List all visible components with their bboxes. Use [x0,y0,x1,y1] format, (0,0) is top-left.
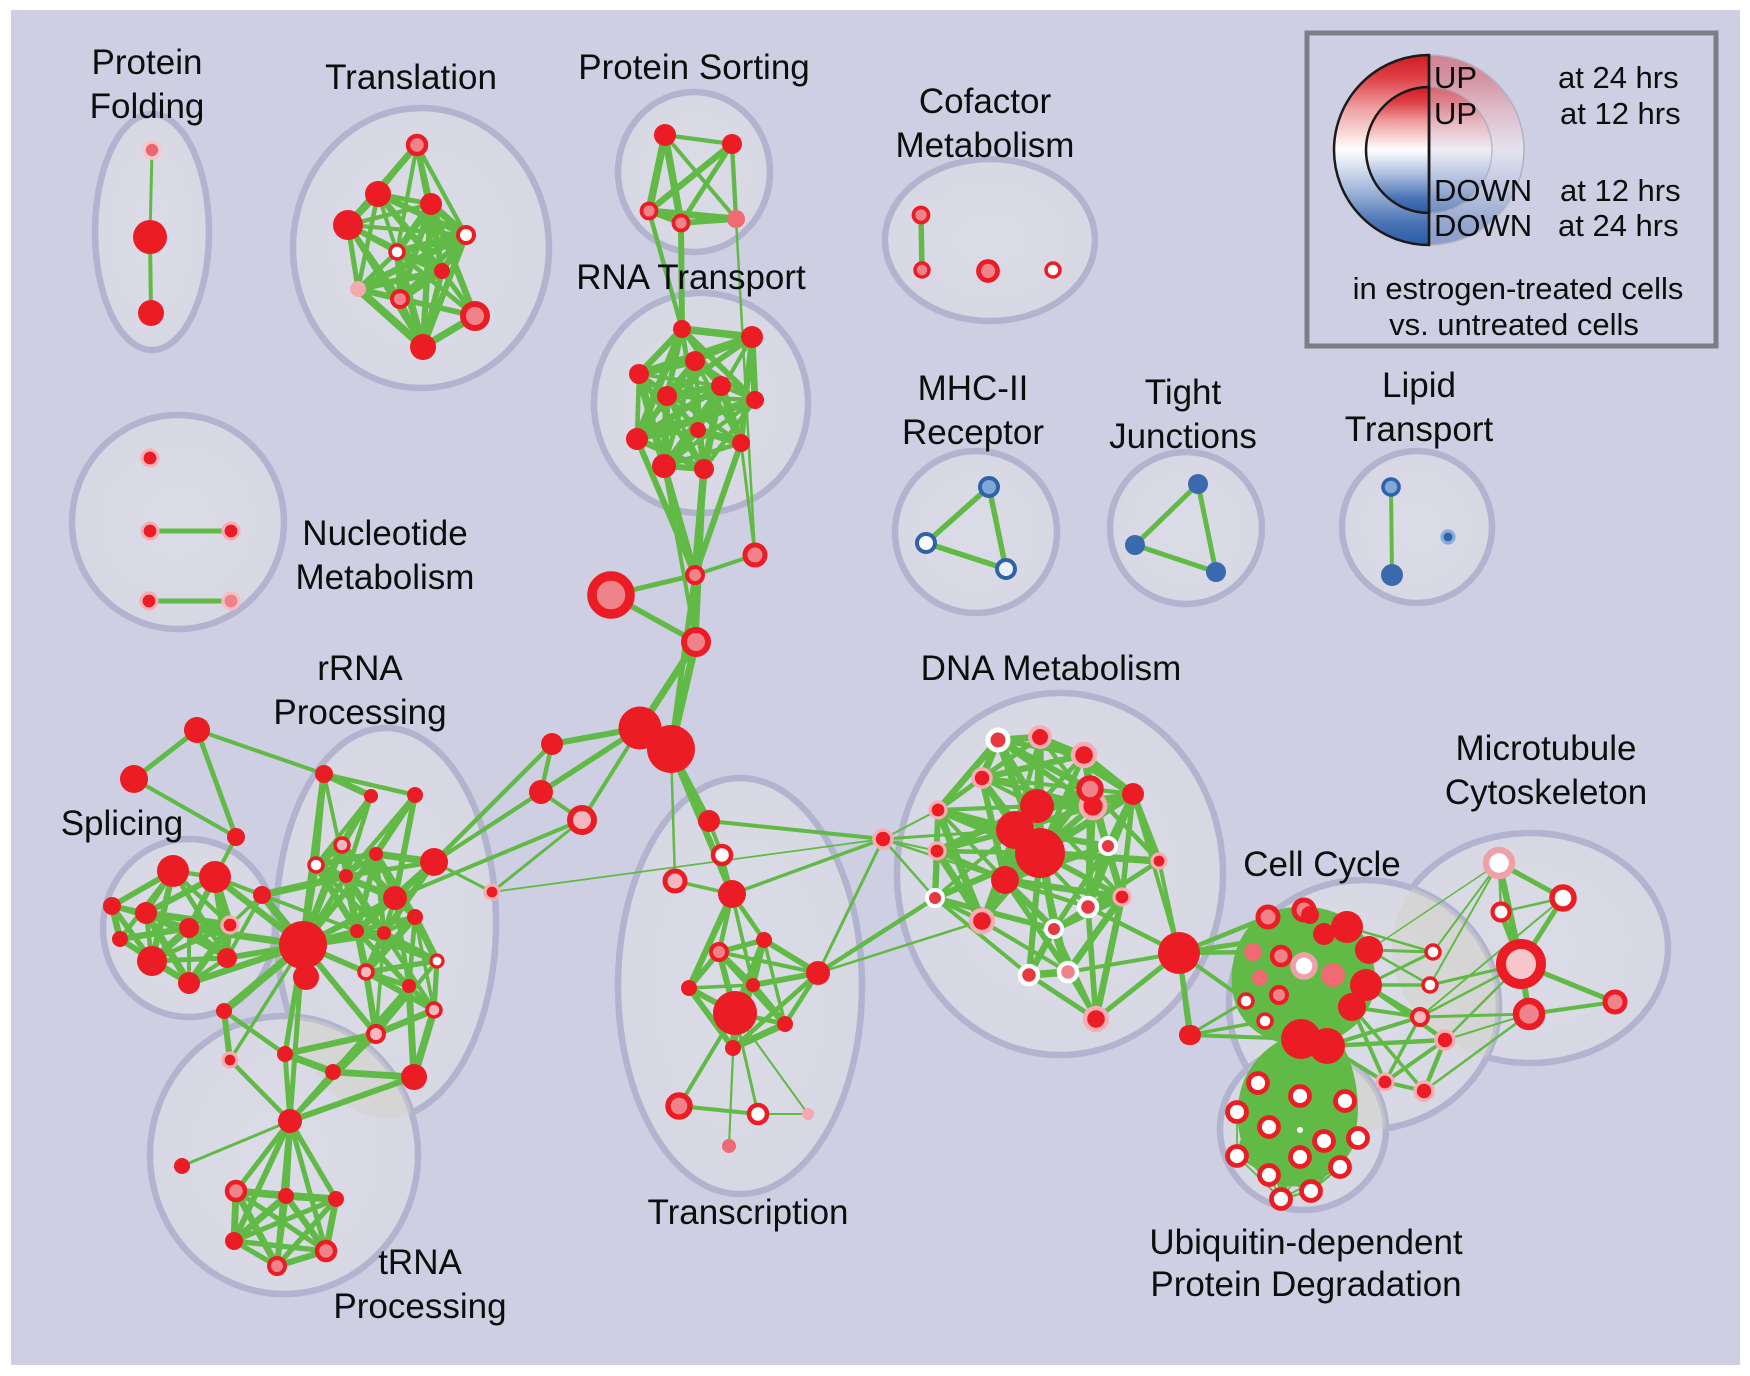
svg-text:tRNA: tRNA [378,1243,462,1282]
svg-text:Metabolism: Metabolism [296,558,475,597]
svg-text:DNA Metabolism: DNA Metabolism [921,649,1182,688]
svg-text:Protein: Protein [92,43,203,82]
svg-text:Translation: Translation [325,58,497,97]
svg-text:DOWN: DOWN [1434,173,1532,208]
svg-text:Metabolism: Metabolism [896,126,1075,165]
svg-text:Cofactor: Cofactor [919,82,1052,121]
svg-text:Lipid: Lipid [1382,366,1456,405]
svg-text:at 12 hrs: at 12 hrs [1560,173,1681,208]
svg-text:Ubiquitin-dependent: Ubiquitin-dependent [1149,1223,1463,1262]
svg-text:UP: UP [1434,96,1477,131]
svg-text:Junctions: Junctions [1109,417,1257,456]
svg-text:at 24 hrs: at 24 hrs [1558,208,1679,243]
svg-text:Cell Cycle: Cell Cycle [1243,845,1401,884]
svg-text:Microtubule: Microtubule [1456,729,1637,768]
svg-text:Tight: Tight [1145,373,1222,412]
svg-text:Processing: Processing [333,1287,506,1326]
svg-text:Nucleotide: Nucleotide [302,514,467,553]
svg-text:Cytoskeleton: Cytoskeleton [1445,773,1647,812]
svg-text:Processing: Processing [273,693,446,732]
svg-text:Receptor: Receptor [902,413,1044,452]
svg-text:RNA Transport: RNA Transport [576,258,806,297]
svg-text:at 24 hrs: at 24 hrs [1558,60,1679,95]
svg-text:in estrogen-treated cells: in estrogen-treated cells [1353,271,1684,306]
svg-text:at 12 hrs: at 12 hrs [1560,96,1681,131]
svg-text:Splicing: Splicing [61,804,184,843]
svg-text:Transcription: Transcription [648,1193,849,1232]
svg-text:MHC-II: MHC-II [918,369,1029,408]
svg-text:Transport: Transport [1345,410,1494,449]
svg-text:UP: UP [1434,60,1477,95]
svg-text:Protein Sorting: Protein Sorting [578,48,810,87]
svg-text:vs. untreated cells: vs. untreated cells [1389,307,1639,342]
svg-text:rRNA: rRNA [317,649,403,688]
svg-text:DOWN: DOWN [1434,208,1532,243]
svg-text:Folding: Folding [90,87,205,126]
svg-text:Protein Degradation: Protein Degradation [1150,1265,1461,1304]
